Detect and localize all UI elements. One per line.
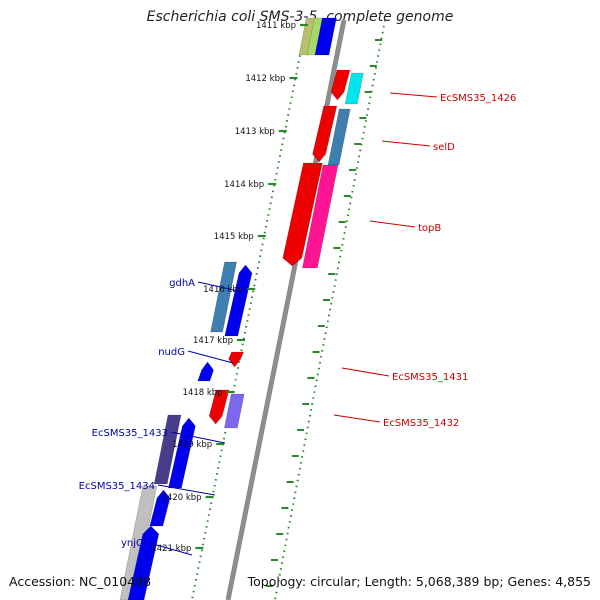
gene-label-EcSMS35_1431[interactable]: EcSMS35_1431 — [392, 372, 468, 383]
tick-label: 1411 kbp — [256, 21, 296, 31]
tick-label: 1416 kbp — [203, 285, 243, 295]
gene-label-EcSMS35_1434[interactable]: EcSMS35_1434 — [79, 481, 155, 492]
gene-label-EcSMS35_1426[interactable]: EcSMS35_1426 — [440, 93, 516, 104]
tick-label: 1418 kbp — [183, 388, 223, 398]
feature-selD-steel[interactable] — [327, 108, 351, 166]
feature-blue-top[interactable] — [314, 17, 337, 56]
tick-label: 1419 kbp — [172, 440, 212, 450]
genome-summary: Topology: circular; Length: 5,068,389 bp… — [247, 574, 591, 589]
gene-label-selD[interactable]: selD — [433, 142, 455, 153]
left-dotted-track — [191, 19, 308, 600]
feature-topB[interactable] — [282, 162, 323, 267]
map-title: Escherichia coli SMS-3-5, complete genom… — [146, 9, 454, 25]
label-leader-line — [341, 367, 390, 377]
feature-gdhA-blue[interactable] — [224, 264, 253, 337]
label-leader-line — [333, 414, 381, 423]
label-leader-line — [145, 541, 193, 556]
tick-label: 1415 kbp — [214, 232, 254, 242]
feature-EcSMS35_1431[interactable] — [228, 351, 245, 368]
feature-ynjC-blue[interactable] — [127, 525, 160, 600]
label-leader-line — [389, 92, 438, 98]
feature-EcSMS35_1426[interactable] — [330, 69, 351, 101]
gene-label-nudG[interactable]: nudG — [158, 347, 185, 358]
tick-label: 1414 kbp — [224, 180, 264, 190]
tick-label: 1420 kbp — [162, 493, 202, 503]
feature-gdhA[interactable] — [210, 261, 237, 333]
label-leader-line — [187, 350, 234, 364]
gene-label-topB[interactable]: topB — [418, 223, 441, 234]
feature-topB-magenta[interactable] — [302, 164, 339, 269]
feature-EcSMS35_1434-blue[interactable] — [149, 489, 171, 527]
tick-label: 1417 kbp — [193, 336, 233, 346]
gene-label-gdhA[interactable]: gdhA — [169, 278, 195, 289]
feature-selD[interactable] — [312, 105, 338, 163]
gene-label-EcSMS35_1432[interactable]: EcSMS35_1432 — [383, 418, 459, 429]
feature-EcSMS35_1426-cyan[interactable] — [344, 72, 364, 105]
feature-EcSMS35_1434-gray[interactable] — [119, 485, 158, 600]
gene-label-ynjC[interactable]: ynjC — [121, 538, 143, 549]
right-dotted-track — [274, 19, 386, 600]
label-leader-line — [197, 281, 244, 293]
tick-label: 1412 kbp — [245, 74, 285, 84]
tick-label: 1413 kbp — [235, 127, 275, 137]
feature-nudG[interactable] — [197, 361, 214, 382]
accession-label: Accession: NC_010498 — [9, 574, 152, 589]
label-leader-line — [381, 140, 431, 147]
label-leader-line — [157, 484, 216, 496]
label-leader-line — [369, 220, 416, 228]
feature-EcSMS35_1432[interactable] — [208, 389, 230, 425]
gene-label-EcSMS35_1433[interactable]: EcSMS35_1433 — [92, 428, 168, 439]
label-leader-line — [170, 431, 226, 444]
feature-EcSMS35_1432-purple[interactable] — [224, 393, 245, 429]
